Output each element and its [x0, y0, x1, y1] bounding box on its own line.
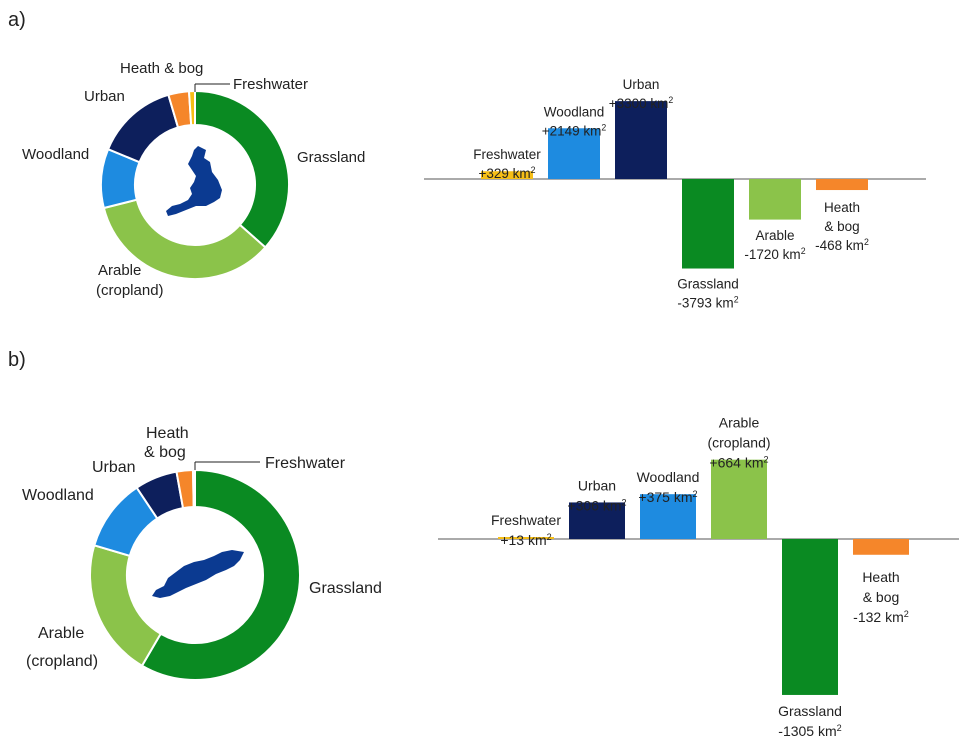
bars-a-bar-woodland [548, 128, 600, 179]
bars-b-bar-freshwater [498, 537, 554, 539]
legend-a-arable-line1: Arable [98, 262, 141, 279]
bars-b-bar-heath-bog [853, 539, 909, 555]
legend-b-heath-line1: Heath [146, 425, 189, 442]
bars-a-label-grassland-line1: Grassland [677, 277, 739, 292]
bars-a-label-woodland-line1: Woodland [544, 104, 605, 119]
bars-b-value-arable-cropland: +664 km2 [709, 455, 768, 471]
bars-b-value-urban: +306 km2 [567, 497, 626, 513]
southwest-map-shape [152, 550, 244, 598]
bars-a-value-heath-bog: -468 km2 [815, 237, 869, 253]
bars-a-bar-freshwater [481, 171, 533, 179]
legend-b-grassland: Grassland [309, 580, 382, 597]
bars-a-label-urban-line1: Urban [623, 77, 660, 92]
bars-b-label-grassland-line1: Grassland [778, 703, 842, 719]
bars-b-label-woodland-line1: Woodland [637, 469, 700, 485]
bar-chart-a: Freshwater +329 km2 Woodland +2149 km2 Urban… [424, 77, 926, 311]
legend-a-freshwater: Freshwater [233, 76, 308, 93]
southwest-map-b [152, 550, 244, 598]
legend-b-urban: Urban [92, 459, 136, 476]
bars-a-bar-arable [749, 179, 801, 220]
bars-a-label-arable-line1: Arable [755, 228, 794, 243]
legend-a-arable-line2: (cropland) [96, 282, 164, 299]
bars-b-label-arable-cropland-line2: (cropland) [707, 435, 770, 451]
bars-a-bar-urban [615, 101, 667, 179]
legend-a-grassland: Grassland [297, 149, 365, 166]
legend-a-urban: Urban [84, 88, 125, 105]
donut-a-slice-arable-cropland [102, 198, 267, 280]
bars-a-value-freshwater: +329 km2 [478, 165, 535, 181]
bars-b-bar-woodland [640, 494, 696, 539]
donut-b-slice-grassland [140, 468, 301, 681]
bars-a-bar-heath-bog [816, 179, 868, 191]
donut-a-slice-grassland [194, 89, 290, 249]
bars-a-label-heath-bog-line1: Heath [824, 200, 860, 215]
donut-chart-a [100, 89, 290, 280]
bars-a-value-woodland: +2149 km2 [542, 122, 607, 138]
legend-b-arable-line2: (cropland) [26, 653, 98, 670]
bars-a-value-urban: +3300 km2 [609, 95, 674, 111]
bars-a-bar-grassland [682, 179, 734, 269]
donut-chart-b [89, 468, 301, 681]
bars-b-label-heath-bog-line1: Heath [862, 569, 899, 585]
bars-b-label-arable-cropland-line1: Arable [719, 415, 760, 431]
donut-b-slice-arable-cropland [89, 544, 163, 668]
donut-a-slice-freshwater [187, 89, 196, 127]
legend-b-woodland: Woodland [22, 487, 94, 504]
bars-a-label-heath-bog-line2: & bog [824, 219, 859, 234]
bars-b-label-heath-bog-line2: & bog [863, 589, 900, 605]
donut-b-slice-freshwater [191, 468, 196, 509]
bars-b-bar-urban [569, 502, 625, 539]
bars-b-bar-grassland [782, 539, 838, 695]
legend-b-freshwater: Freshwater [265, 455, 346, 472]
bars-b-label-freshwater-line1: Freshwater [491, 512, 561, 528]
bars-b-value-freshwater: +13 km2 [500, 532, 551, 548]
bars-b-value-heath-bog: -132 km2 [853, 609, 909, 625]
legend-a-woodland: Woodland [22, 146, 89, 163]
bar-chart-b: Freshwater +13 km2 Urban +306 km2 Woodland +3… [438, 415, 959, 739]
england-map-shape [166, 146, 222, 216]
legend-a-heath-bog: Heath & bog [120, 60, 203, 77]
panel-b-label: b) [8, 349, 26, 371]
bars-b-value-grassland: -1305 km2 [778, 723, 841, 739]
bars-a-value-arable: -1720 km2 [744, 246, 805, 262]
bars-a-label-freshwater-line1: Freshwater [473, 147, 541, 162]
bars-b-bar-arable-cropland [711, 459, 767, 539]
bars-b-label-urban-line1: Urban [578, 477, 616, 493]
bars-a-value-grassland: -3793 km2 [677, 295, 738, 311]
england-map-a [166, 146, 222, 216]
legend-b-arable-line1: Arable [38, 625, 84, 642]
legend-b-heath-line2: & bog [144, 444, 186, 461]
bars-b-value-woodland: +375 km2 [638, 489, 697, 505]
panel-a-label: a) [8, 9, 26, 31]
